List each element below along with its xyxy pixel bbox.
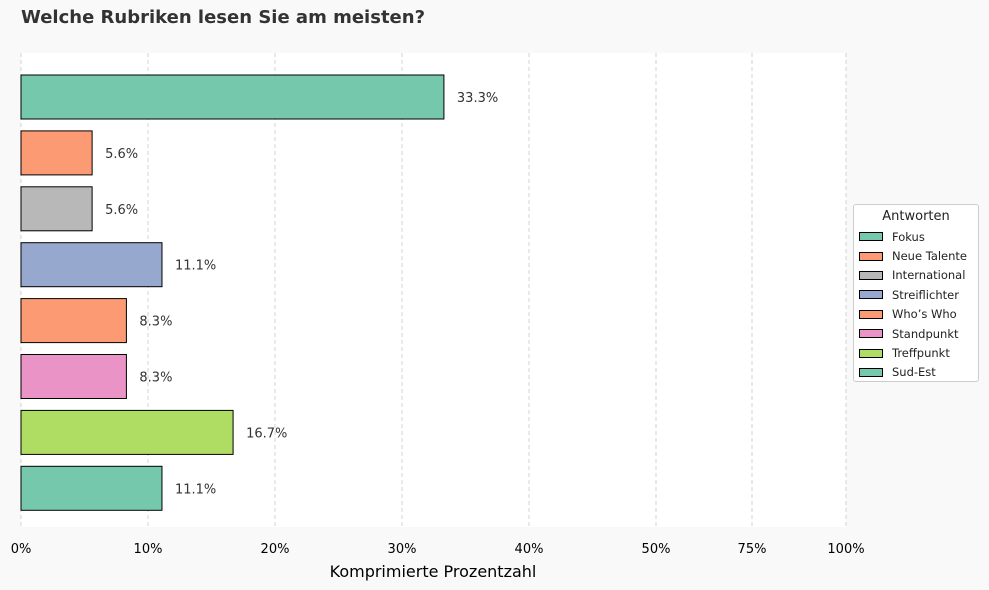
legend-swatch	[859, 309, 883, 319]
legend-label: Streiflichter	[892, 287, 959, 302]
legend-label: Sud-Est	[892, 365, 936, 380]
legend-items: Fokus Neue Talente International Streiflich…	[854, 227, 978, 382]
chart-title: Welche Rubriken lesen Sie am meisten?	[21, 7, 426, 28]
legend-label: Standpunkt	[892, 326, 959, 341]
legend-item: Treffpunkt	[854, 343, 978, 362]
legend-item: International	[854, 266, 978, 285]
legend: Antworten Fokus Neue Talente International…	[853, 204, 979, 382]
bar	[20, 130, 93, 176]
legend-label: Treffpunkt	[892, 346, 950, 361]
bar-value-label: 5.6%	[105, 147, 138, 162]
x-tick-label: 75%	[738, 542, 767, 557]
legend-swatch	[859, 232, 883, 242]
legend-item: Neue Talente	[854, 246, 978, 265]
x-tick-labels: 0% 10% 20% 30% 40% 50% 75% 100%	[11, 542, 865, 557]
bar	[20, 354, 127, 399]
legend-item: Sud-Est	[854, 363, 978, 382]
bar	[20, 465, 163, 511]
x-axis-label: Komprimierte Prozentzahl	[330, 562, 537, 581]
legend-title: Antworten	[882, 209, 950, 224]
legend-swatch	[859, 251, 883, 261]
legend-item: Streiflichter	[854, 285, 978, 304]
legend-item: Who’s Who	[854, 305, 978, 324]
legend-swatch	[859, 367, 883, 377]
legend-swatch	[859, 270, 883, 280]
bar	[20, 298, 127, 344]
bar-value-label: 8.3%	[139, 371, 172, 386]
legend-swatch	[859, 348, 883, 358]
bar	[20, 409, 234, 455]
bars	[20, 74, 445, 511]
value-labels: 33.3% 5.6% 5.6% 11.1% 8.3% 8.3% 16.7% 11.1%	[105, 91, 498, 497]
x-tick-label: 40%	[515, 542, 544, 557]
x-tick-label: 100%	[827, 542, 864, 557]
legend-label: Neue Talente	[892, 249, 968, 264]
legend-item: Fokus	[854, 227, 978, 246]
x-tick-label: 50%	[642, 542, 671, 557]
legend-label: Fokus	[892, 229, 925, 244]
bar	[20, 242, 163, 288]
bar	[20, 74, 445, 120]
x-tick-label: 20%	[261, 542, 290, 557]
bar	[20, 186, 93, 232]
x-tick-label: 0%	[11, 542, 32, 557]
legend-swatch	[859, 290, 883, 300]
bar-value-label: 5.6%	[105, 203, 138, 218]
legend-label: Who’s Who	[892, 307, 957, 322]
x-tick-label: 10%	[134, 542, 163, 557]
bar-value-label: 11.1%	[175, 259, 216, 274]
legend-item: Standpunkt	[854, 324, 978, 343]
bar-value-label: 11.1%	[175, 482, 216, 497]
legend-swatch	[859, 329, 883, 339]
bar-value-label: 8.3%	[139, 315, 172, 330]
x-tick-label: 30%	[388, 542, 417, 557]
bar-value-label: 33.3%	[457, 91, 498, 106]
legend-label: International	[892, 268, 966, 283]
bar-value-label: 16.7%	[246, 426, 287, 441]
plot-area	[21, 53, 846, 527]
